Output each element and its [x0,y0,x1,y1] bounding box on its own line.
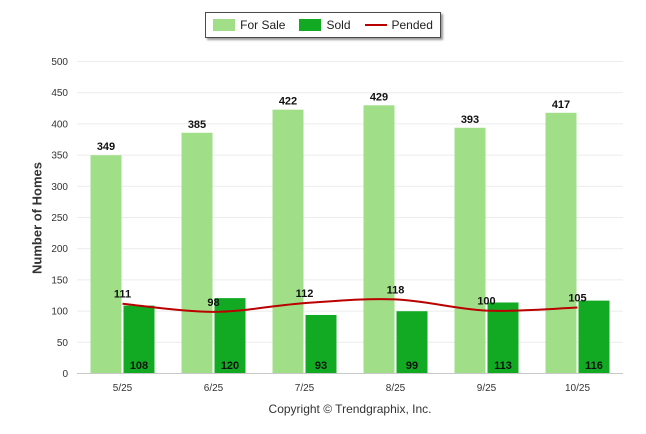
bar-sold [578,300,610,373]
legend-label-pended: Pended [391,18,433,32]
y-tick-label: 300 [51,182,68,193]
data-label-sold: 116 [585,360,603,372]
sold-swatch [299,19,322,31]
copyright-text: Copyright © Trendgraphix, Inc. [268,402,432,416]
pended-line [122,298,578,313]
x-tick-label: 6/25 [204,383,224,394]
data-label-for-sale: 417 [552,99,570,111]
data-label-sold: 93 [315,360,327,372]
bar-for-sale [272,109,304,373]
bar-sold [487,302,519,373]
y-tick-label: 0 [62,369,68,380]
data-labels: 349 108 385 120 422 93 429 99 393 113 417 116 111 98 1… [97,91,603,372]
bar-for-sale [181,132,213,373]
pended-swatch [364,24,387,26]
bar-for-sale [363,105,395,373]
x-tick-label: 9/25 [477,383,497,394]
bar-for-sale [90,155,122,373]
data-label-for-sale: 422 [279,96,297,108]
legend-label-sold: Sold [326,18,351,32]
bar-for-sale [545,112,577,374]
data-label-for-sale: 385 [188,119,206,131]
bar-sold [305,314,337,373]
data-label-for-sale: 349 [97,141,115,153]
data-label-for-sale: 429 [370,91,388,103]
y-tick-label: 150 [51,275,68,286]
x-tick-label: 5/25 [113,383,133,394]
x-tick-label: 7/25 [295,383,315,394]
pended-line-group [122,298,578,313]
legend-item-sold[interactable]: Sold [299,18,351,32]
data-label-pended: 111 [114,289,131,301]
bar-for-sale [454,127,486,373]
y-tick-label: 250 [51,213,68,224]
y-tick-label: 500 [51,57,68,68]
legend-label-for-sale: For Sale [240,18,286,32]
x-tick-label: 8/25 [386,383,406,394]
y-tick-label: 350 [51,151,68,162]
for-sale-swatch [213,19,236,31]
y-tick-label: 450 [51,88,68,99]
data-label-pended: 98 [207,297,219,309]
y-axis-title: Number of Homes [29,162,45,274]
grid [77,61,623,374]
data-label-pended: 105 [568,292,586,304]
data-label-pended: 112 [296,288,314,300]
data-label-sold: 113 [494,360,512,372]
y-tick-label: 50 [57,338,69,349]
bars [90,105,610,374]
legend-item-for-sale[interactable]: For Sale [213,18,285,32]
data-label-pended: 100 [477,296,495,308]
data-label-sold: 99 [406,360,418,372]
data-label-pended: 118 [387,284,405,296]
y-tick-label: 100 [51,307,68,318]
y-tick-label: 200 [51,244,68,255]
data-label-for-sale: 393 [461,114,479,126]
bar-sold [396,311,428,373]
data-label-sold: 120 [221,360,239,372]
bar-sold [123,305,155,373]
legend-item-pended[interactable]: Pended [364,18,433,32]
axes: 0 50 100 150 200 250 300 350 400 450 500 5/25 6/25 7/… [51,57,590,394]
x-tick-label: 10/25 [565,383,590,394]
data-label-sold: 108 [130,360,148,372]
legend: For Sale Sold Pended [205,12,441,38]
y-tick-label: 400 [51,119,68,130]
